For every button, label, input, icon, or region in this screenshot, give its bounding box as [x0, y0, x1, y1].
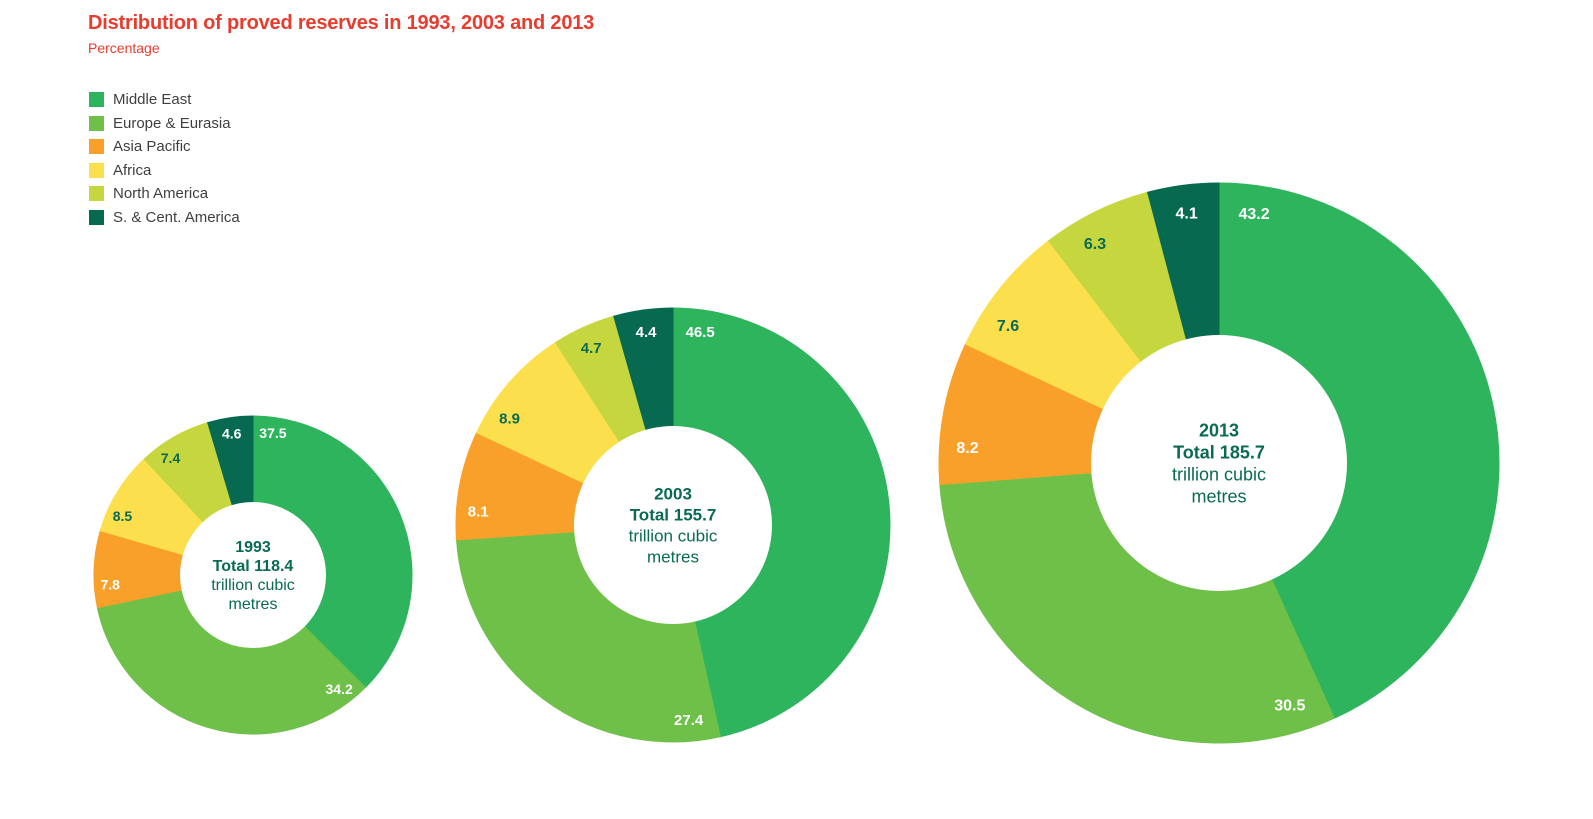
slice-value-label: 7.8	[100, 577, 120, 593]
legend-label: Middle East	[113, 91, 192, 109]
slice-value-label: 8.1	[468, 503, 489, 520]
chart-subtitle: Percentage	[88, 40, 160, 56]
legend-swatch-icon	[89, 139, 104, 155]
slice-value-label: 8.9	[499, 410, 520, 427]
slice-value-label: 34.2	[325, 681, 352, 697]
slice-value-label: 30.5	[1274, 697, 1305, 714]
legend-label: Africa	[113, 161, 152, 179]
donut-hole	[180, 502, 326, 648]
donut-center-unit-line2: metres	[1191, 486, 1246, 506]
chart-legend: Middle East Europe & Eurasia Asia Pacific A…	[89, 88, 240, 229]
slice-value-label: 6.3	[1084, 236, 1106, 253]
legend-item-africa: Africa	[89, 159, 240, 183]
donut-hole	[574, 426, 772, 624]
donut-chart-2003: 46.5 27.4 8.1 8.9 4.7 4.4 2003 Total 155.7 trill…	[455, 307, 891, 743]
donut-center-unit-line2: metres	[647, 547, 699, 566]
slice-value-label: 46.5	[686, 324, 715, 341]
legend-swatch-icon	[89, 162, 104, 178]
pie-slice-2013-middle-east	[1218, 182, 1500, 719]
slice-value-label: 7.4	[161, 450, 181, 466]
legend-swatch-icon	[89, 209, 104, 225]
legend-label: S. & Cent. America	[113, 208, 240, 226]
donut-center-year: 2003	[654, 484, 692, 503]
legend-swatch-icon	[89, 92, 104, 108]
slice-value-label: 8.2	[956, 440, 978, 457]
donut-center-year: 2013	[1199, 420, 1239, 440]
legend-item-europe-eurasia: Europe & Eurasia	[89, 112, 240, 136]
chart-header: Distribution of proved reserves in 1993,…	[88, 12, 594, 56]
slice-value-label: 4.6	[222, 425, 242, 441]
pie-slice-1993-europe-eurasia	[96, 574, 367, 735]
legend-label: Asia Pacific	[113, 138, 191, 156]
legend-swatch-icon	[89, 115, 104, 131]
pie-slice-2003-middle-east	[672, 307, 891, 738]
slice-value-label: 4.1	[1175, 206, 1197, 223]
slice-value-label: 37.5	[259, 425, 286, 441]
legend-item-north-america: North America	[89, 182, 240, 206]
pie-slice-1993-middle-east	[252, 415, 413, 689]
slice-value-label: 4.4	[636, 324, 658, 341]
legend-item-asia-pacific: Asia Pacific	[89, 135, 240, 159]
donut-center-unit-line1: trillion cubic	[1172, 464, 1266, 484]
legend-swatch-icon	[89, 186, 104, 202]
donut-center-unit-line2: metres	[229, 596, 278, 613]
slice-value-label: 43.2	[1238, 206, 1269, 223]
donut-center-year: 1993	[235, 539, 271, 556]
legend-label: Europe & Eurasia	[113, 114, 231, 132]
slice-value-label: 27.4	[674, 712, 704, 729]
donut-center-unit-line1: trillion cubic	[629, 526, 718, 545]
legend-item-middle-east: Middle East	[89, 88, 240, 112]
donut-center-total: Total 155.7	[630, 505, 717, 524]
slice-value-label: 7.6	[997, 318, 1019, 335]
donut-center-unit-line1: trillion cubic	[211, 577, 295, 594]
legend-item-s-cent-america: S. & Cent. America	[89, 206, 240, 230]
donut-chart-1993: 37.5 34.2 7.8 8.5 7.4 4.6 1993 Total 118.4 trill…	[93, 415, 413, 735]
chart-title: Distribution of proved reserves in 1993,…	[88, 12, 595, 34]
donut-center-total: Total 118.4	[213, 558, 294, 575]
donut-hole	[1091, 335, 1347, 591]
donut-center-total: Total 185.7	[1173, 442, 1265, 462]
legend-label: North America	[113, 185, 209, 203]
slice-value-label: 4.7	[581, 340, 602, 357]
slice-value-label: 8.5	[113, 508, 133, 524]
